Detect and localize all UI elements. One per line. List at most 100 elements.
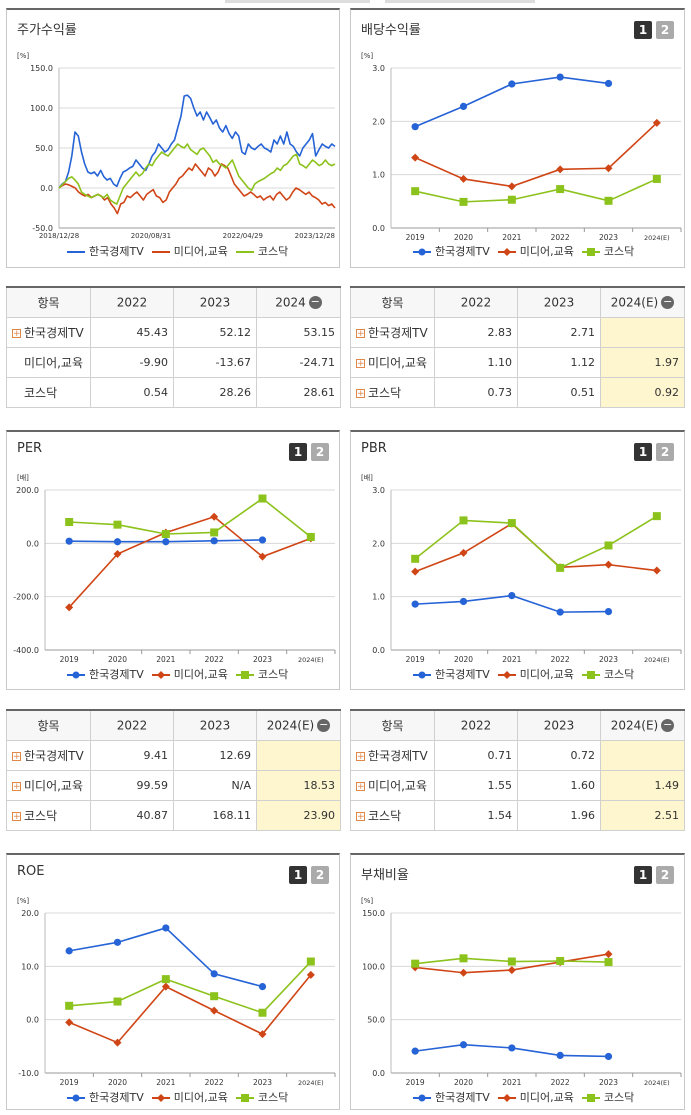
data-point[interactable] [210, 992, 219, 1001]
data-point[interactable] [507, 182, 516, 191]
data-point[interactable] [258, 983, 267, 991]
data-point[interactable] [507, 957, 516, 966]
collapse-icon[interactable]: − [308, 295, 322, 309]
tab-1[interactable]: 1 [289, 866, 307, 884]
data-point[interactable] [258, 552, 267, 561]
data-point[interactable] [507, 519, 516, 528]
legend-item[interactable]: 한국경제TV [67, 243, 144, 259]
data-point[interactable] [411, 567, 420, 576]
data-point[interactable] [306, 532, 315, 541]
legend-item[interactable]: 코스닥 [235, 243, 288, 259]
data-point[interactable] [459, 968, 468, 977]
legend-item[interactable]: 코스닥 [235, 1089, 288, 1105]
data-point[interactable] [459, 516, 468, 525]
data-point[interactable] [258, 494, 267, 503]
data-point[interactable] [604, 950, 613, 959]
data-point[interactable] [306, 970, 315, 979]
data-point[interactable] [459, 548, 468, 557]
data-point[interactable] [507, 195, 516, 204]
legend-item[interactable]: 미디어,교육 [497, 243, 574, 259]
tab-1[interactable]: 1 [634, 866, 652, 884]
data-point[interactable] [556, 73, 564, 81]
data-point[interactable] [604, 541, 613, 550]
legend-item[interactable]: 한국경제TV [413, 243, 490, 259]
data-point[interactable] [604, 1052, 613, 1061]
data-point[interactable] [604, 608, 613, 616]
data-point[interactable] [508, 80, 516, 88]
data-point[interactable] [604, 958, 613, 967]
data-point[interactable] [508, 592, 516, 600]
data-point[interactable] [113, 520, 122, 529]
data-point[interactable] [556, 1051, 564, 1059]
legend-item[interactable]: 미디어,교육 [151, 1089, 228, 1105]
data-point[interactable] [604, 79, 613, 88]
data-point[interactable] [65, 947, 73, 955]
legend-item[interactable]: 미디어,교육 [497, 1089, 574, 1105]
data-point[interactable] [258, 536, 267, 544]
data-point[interactable] [210, 537, 218, 545]
data-point[interactable] [210, 512, 219, 521]
legend-item[interactable]: 미디어,교육 [151, 243, 228, 259]
data-point[interactable] [113, 538, 122, 546]
expand-icon[interactable]: + [356, 781, 365, 792]
tab-2[interactable]: 2 [656, 443, 674, 461]
tab-2[interactable]: 2 [656, 21, 674, 39]
data-point[interactable] [258, 1008, 267, 1017]
data-point[interactable] [113, 997, 122, 1006]
expand-icon[interactable]: + [12, 781, 21, 792]
collapse-icon[interactable]: − [661, 295, 675, 309]
data-point[interactable] [210, 970, 218, 978]
data-point[interactable] [113, 550, 122, 558]
data-point[interactable] [65, 518, 74, 526]
expand-icon[interactable]: + [12, 328, 21, 339]
data-point[interactable] [113, 1038, 122, 1047]
expand-icon[interactable]: + [356, 328, 365, 339]
expand-icon[interactable]: + [12, 751, 21, 762]
data-point[interactable] [65, 1001, 74, 1010]
data-point[interactable] [306, 957, 315, 966]
data-point[interactable] [161, 975, 170, 984]
legend-item[interactable]: 코스닥 [581, 1089, 634, 1105]
legend-item[interactable]: 한국경제TV [67, 1089, 144, 1105]
data-point[interactable] [459, 102, 468, 110]
data-point[interactable] [459, 197, 468, 206]
data-point[interactable] [652, 512, 661, 521]
data-point[interactable] [604, 164, 613, 173]
data-point[interactable] [411, 187, 420, 196]
expand-icon[interactable]: + [356, 358, 365, 369]
collapse-icon[interactable]: − [661, 718, 675, 732]
data-point[interactable] [459, 954, 468, 963]
expand-icon[interactable]: + [356, 388, 365, 399]
data-point[interactable] [210, 1006, 219, 1015]
tab-2[interactable]: 2 [311, 866, 329, 884]
data-point[interactable] [556, 957, 565, 965]
data-point[interactable] [210, 528, 219, 537]
data-point[interactable] [556, 185, 565, 194]
expand-icon[interactable]: + [12, 811, 21, 822]
data-point[interactable] [556, 608, 564, 616]
data-point[interactable] [604, 560, 613, 569]
data-point[interactable] [652, 566, 661, 575]
legend-item[interactable]: 코스닥 [581, 243, 634, 259]
data-point[interactable] [556, 563, 565, 572]
data-point[interactable] [604, 196, 613, 205]
tab-1[interactable]: 1 [634, 21, 652, 39]
tab-1[interactable]: 1 [634, 443, 652, 461]
legend-item[interactable]: 한국경제TV [413, 1089, 490, 1105]
data-point[interactable] [161, 530, 170, 538]
expand-icon[interactable]: + [356, 751, 365, 762]
collapse-icon[interactable]: − [317, 718, 331, 732]
tab-1[interactable]: 1 [289, 443, 307, 461]
legend-item[interactable]: 코스닥 [235, 666, 288, 682]
legend-item[interactable]: 미디어,교육 [497, 666, 574, 682]
data-point[interactable] [162, 924, 170, 932]
data-point[interactable] [652, 174, 661, 183]
data-point[interactable] [113, 938, 122, 946]
data-point[interactable] [411, 600, 419, 608]
data-point[interactable] [652, 118, 661, 127]
data-point[interactable] [507, 966, 516, 975]
legend-item[interactable]: 한국경제TV [413, 666, 490, 682]
data-point[interactable] [459, 597, 468, 606]
data-point[interactable] [459, 1041, 468, 1049]
expand-icon[interactable]: + [356, 811, 365, 822]
